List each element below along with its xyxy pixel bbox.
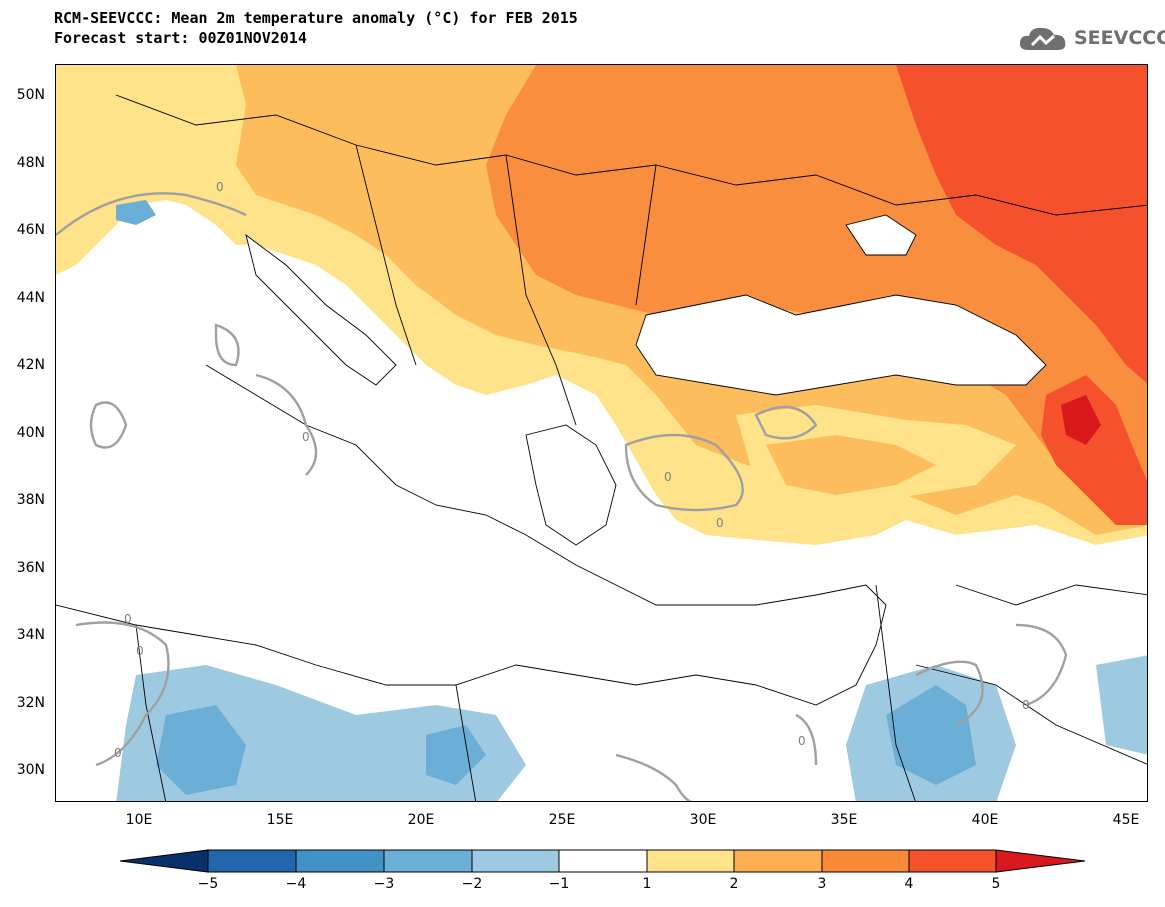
anomaly-band-m2-m3-arabia [886, 685, 976, 785]
lon-label: 10E [125, 812, 153, 828]
lon-label: 20E [407, 812, 435, 828]
colorbar-segment [733, 849, 823, 873]
contour-label: 0 [664, 470, 672, 484]
contour-label: 0 [716, 516, 724, 530]
anomaly-band-m1-m2-alps [116, 200, 156, 225]
lon-label: 30E [689, 812, 717, 828]
colorbar-segment [295, 849, 385, 873]
lat-label: 36N [16, 560, 45, 576]
colorbar-segment [558, 849, 648, 873]
colorbar-arrow-high [995, 849, 1086, 873]
colorbar-segment [908, 849, 997, 873]
colorbar-segment [383, 849, 473, 873]
negative-anomaly-shading [116, 200, 1147, 801]
azov-sea [846, 215, 916, 255]
map-title: RCM-SEEVCCC: Mean 2m temperature anomaly… [54, 9, 578, 27]
lat-label: 40N [16, 425, 45, 441]
contour-label: 0 [124, 612, 132, 626]
colorbar-segment [821, 849, 910, 873]
mediterranean-sea [56, 365, 886, 705]
anomaly-band-gt5 [1061, 395, 1101, 445]
zero-contours [56, 192, 1068, 801]
colorbar-label: −2 [461, 876, 483, 892]
colorbar-segment [471, 849, 560, 873]
black-sea [636, 295, 1046, 395]
contour-label: 0 [136, 644, 144, 658]
adriatic-sea [246, 235, 396, 385]
anomaly-band-4-5 [896, 65, 1147, 384]
lat-label: 38N [16, 492, 45, 508]
colorbar-label: −5 [197, 876, 219, 892]
colorbar-arrow-low [119, 849, 209, 873]
lat-label: 48N [16, 155, 45, 171]
positive-anomaly-shading [56, 65, 1147, 545]
lon-label: 15E [266, 812, 294, 828]
lat-label: 34N [16, 627, 45, 643]
map-subtitle: Forecast start: 00Z01NOV2014 [54, 29, 307, 47]
lon-label: 40E [971, 812, 999, 828]
anomaly-map: 0 0 0 0 0 0 0 0 0 [56, 65, 1147, 801]
lat-label: 30N [16, 762, 45, 778]
lon-label: 35E [830, 812, 858, 828]
colorbar-label: −1 [548, 876, 570, 892]
colorbar-segment [207, 849, 297, 873]
contour-label: 0 [798, 734, 806, 748]
colorbar-label: −4 [285, 876, 307, 892]
lat-label: 42N [16, 357, 45, 373]
lon-label: 45E [1112, 812, 1140, 828]
anomaly-band-turkey-orange [766, 435, 936, 495]
colorbar-label: 4 [904, 876, 914, 892]
colorbar-segment [646, 849, 735, 873]
contour-label: 0 [1022, 698, 1030, 712]
cloud-icon [1019, 27, 1066, 50]
sea-and-water [56, 215, 1046, 705]
colorbar-label: −3 [373, 876, 395, 892]
anomaly-band-m2-m3-libya [156, 705, 246, 795]
lat-label: 44N [16, 290, 45, 306]
colorbar-label: 2 [729, 876, 739, 892]
contour-label: 0 [114, 746, 122, 760]
colorbar-label: 1 [642, 876, 652, 892]
anomaly-band-m1-m2-east [1096, 655, 1147, 755]
map-panel: 0 0 0 0 0 0 0 0 0 [55, 64, 1148, 802]
logo-text: SEEVCCC [1074, 27, 1165, 49]
contour-labels: 0 0 0 0 0 0 0 0 0 [114, 180, 1030, 760]
contour-label: 0 [216, 180, 224, 194]
colorbar [119, 849, 1086, 873]
logo: SEEVCCC [1018, 22, 1165, 54]
contour-label: 0 [302, 430, 310, 444]
anomaly-band-m2-m3-libya-east [426, 725, 486, 785]
lat-label: 32N [16, 695, 45, 711]
aegean-sea [526, 425, 616, 545]
coastlines-and-borders [56, 94, 1147, 801]
colorbar-label: 3 [817, 876, 827, 892]
lon-label: 25E [548, 812, 576, 828]
lat-label: 50N [16, 87, 45, 103]
colorbar-label: 5 [991, 876, 1001, 892]
lat-label: 46N [16, 222, 45, 238]
